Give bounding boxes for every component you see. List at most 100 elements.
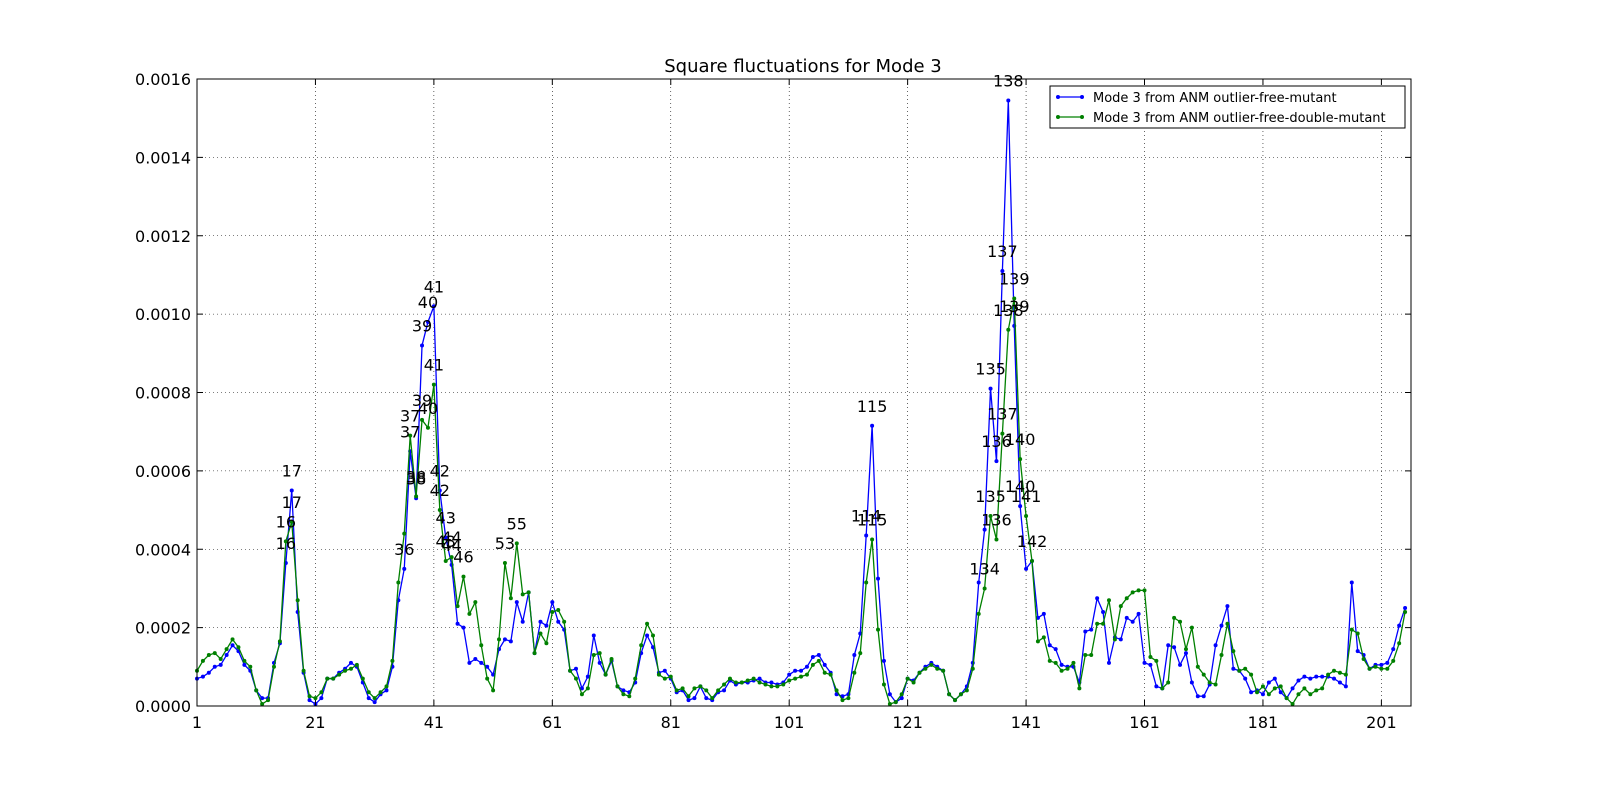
data-point: [366, 696, 371, 701]
point-annotation: 17: [282, 493, 302, 512]
data-point: [656, 672, 661, 677]
point-annotation: 44: [441, 536, 461, 555]
legend[interactable]: Mode 3 from ANM outlier-free-mutant Mode …: [1049, 85, 1406, 129]
data-point: [1213, 682, 1218, 687]
data-point: [917, 670, 922, 675]
data-point: [1302, 674, 1307, 679]
data-point: [200, 658, 205, 663]
data-point: [1124, 596, 1129, 601]
point-annotation: 55: [507, 514, 527, 533]
data-point: [443, 535, 448, 540]
data-point: [662, 668, 667, 673]
data-point: [1095, 596, 1100, 601]
data-point: [1337, 680, 1342, 685]
data-point: [1296, 692, 1301, 697]
data-point: [1243, 676, 1248, 681]
data-point: [1403, 609, 1408, 614]
data-point: [870, 423, 875, 428]
data-point: [787, 672, 792, 677]
data-point: [615, 684, 620, 689]
data-point: [1207, 680, 1212, 685]
point-annotation: 137: [987, 242, 1018, 261]
data-point: [319, 696, 324, 701]
data-point: [514, 541, 519, 546]
data-point: [1154, 684, 1159, 689]
data-point: [733, 680, 738, 685]
data-point: [574, 676, 578, 681]
data-point: [1154, 658, 1159, 663]
data-point: [994, 537, 999, 542]
data-point: [591, 633, 596, 638]
data-point: [585, 674, 590, 679]
data-point: [479, 660, 484, 665]
data-point: [372, 700, 377, 705]
point-annotation: 136: [981, 510, 1012, 529]
y-tick-label: 0.0006: [135, 462, 191, 481]
data-point: [1000, 431, 1005, 436]
data-point: [1130, 619, 1135, 624]
data-point: [1355, 649, 1360, 654]
data-point: [443, 559, 448, 564]
data-point: [1332, 676, 1337, 681]
data-point: [224, 653, 229, 658]
data-point: [1266, 692, 1271, 697]
data-point: [579, 692, 584, 697]
y-tick-label: 0.0010: [135, 305, 191, 324]
data-point: [1053, 660, 1058, 665]
data-point: [218, 662, 223, 667]
data-point: [988, 513, 993, 518]
data-point: [627, 694, 632, 699]
data-point: [1101, 609, 1106, 614]
data-point: [793, 676, 798, 681]
data-point: [1361, 656, 1366, 661]
data-point: [384, 684, 389, 689]
data-point: [1083, 629, 1088, 634]
point-annotation: 135: [975, 360, 1006, 379]
data-point: [497, 637, 502, 642]
data-point: [1089, 627, 1094, 632]
data-point: [242, 658, 247, 663]
data-point: [727, 676, 732, 681]
point-annotation: 16: [276, 512, 296, 531]
data-point: [1278, 690, 1283, 695]
data-point: [1124, 615, 1129, 620]
data-point: [212, 651, 217, 656]
x-tick-label: 201: [1366, 713, 1397, 732]
data-point: [218, 656, 223, 661]
data-point: [662, 676, 667, 681]
y-tick-label: 0.0008: [135, 384, 191, 403]
data-point: [899, 696, 904, 701]
legend-swatch-marker: [1056, 95, 1060, 99]
data-point: [1314, 674, 1319, 679]
data-point: [289, 488, 294, 493]
data-point: [431, 304, 436, 309]
data-point: [449, 555, 454, 560]
data-point: [1231, 666, 1236, 671]
legend-box: [1049, 85, 1406, 129]
data-point: [544, 641, 549, 646]
data-point: [200, 674, 205, 679]
data-point: [414, 494, 419, 499]
data-point: [1183, 651, 1188, 656]
data-point: [1136, 611, 1141, 616]
data-point: [1337, 670, 1342, 675]
data-point: [810, 662, 815, 667]
data-point: [793, 668, 798, 673]
data-point: [1035, 639, 1040, 644]
data-point: [692, 686, 697, 691]
data-point: [1053, 647, 1058, 652]
data-point: [799, 668, 804, 673]
data-point: [260, 702, 265, 707]
point-annotation: 115: [857, 397, 888, 416]
data-point: [1385, 660, 1390, 665]
point-annotation: 139: [999, 297, 1030, 316]
data-point: [1213, 643, 1218, 648]
data-point: [283, 539, 288, 544]
data-point: [390, 658, 395, 663]
data-point: [852, 670, 857, 675]
data-point: [757, 680, 762, 685]
data-point: [692, 696, 697, 701]
data-point: [526, 590, 531, 595]
data-point: [485, 676, 490, 681]
data-point: [1018, 457, 1023, 462]
